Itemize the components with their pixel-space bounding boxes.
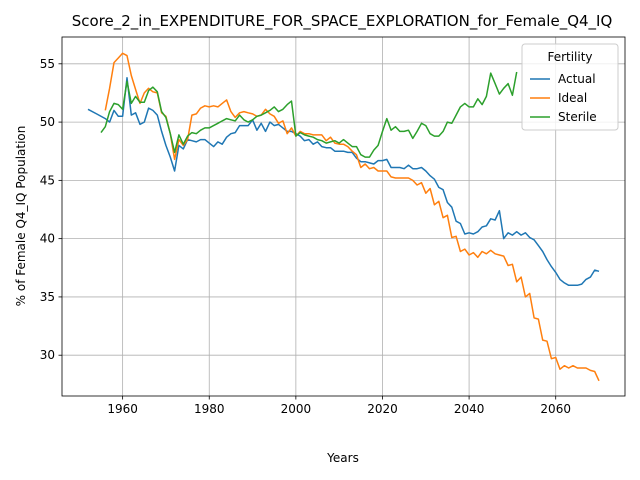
legend-title: Fertility	[547, 50, 592, 64]
axis-ticks: 1960 1980 2000 2020 2040 2060 30 35 40 45 50 55	[40, 57, 571, 416]
plot-area-frame	[61, 36, 626, 397]
x-tick-label: 1960	[107, 402, 138, 416]
legend: Fertility Actual Ideal Sterile	[521, 43, 619, 131]
y-tick-label: 55	[40, 57, 55, 71]
x-tick-label: 2020	[367, 402, 398, 416]
series-lines	[87, 52, 600, 382]
y-tick-label: 45	[40, 173, 55, 187]
legend-label-ideal: Ideal	[558, 91, 587, 105]
legend-label-sterile: Sterile	[558, 110, 597, 124]
legend-label-actual: Actual	[558, 72, 596, 86]
x-tick-label: 2060	[540, 402, 571, 416]
y-tick-label: 35	[40, 290, 55, 304]
x-tick-label: 2040	[454, 402, 485, 416]
series-line-actual	[87, 77, 600, 287]
series-line-ideal	[104, 52, 600, 382]
legend-frame	[521, 43, 619, 131]
x-tick-label: 2000	[281, 402, 312, 416]
y-tick-label: 50	[40, 115, 55, 129]
y-tick-label: 30	[40, 348, 55, 362]
x-tick-label: 1980	[194, 402, 225, 416]
series-line-sterile	[100, 71, 518, 158]
y-tick-label: 40	[40, 232, 55, 246]
y-axis-label: % of Female Q4_IQ Population	[14, 126, 28, 307]
chart-title: Score_2_in_EXPENDITURE_FOR_SPACE_EXPLORA…	[72, 12, 613, 31]
x-axis-label: Years	[326, 451, 359, 465]
